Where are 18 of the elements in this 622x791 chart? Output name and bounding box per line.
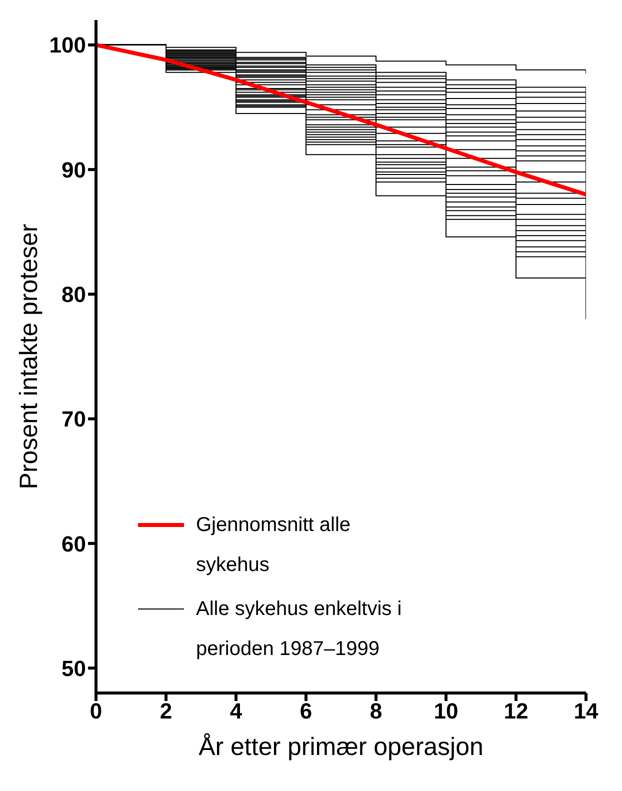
- legend-label: Gjennomsnitt alle sykehus: [196, 513, 352, 578]
- x-tick-label: 10: [434, 698, 458, 724]
- legend-label: Alle sykehus enkeltvis i perioden 1987–1999: [196, 597, 403, 662]
- y-tick-label: 60: [62, 531, 86, 556]
- x-tick-label: 6: [300, 698, 312, 724]
- x-axis-title: År etter primær operasjon: [198, 733, 484, 761]
- y-axis-title: Prosent intakte proteser: [14, 224, 43, 490]
- y-tick-label: 80: [62, 282, 86, 307]
- x-tick-label: 2: [160, 698, 172, 724]
- x-tick-label: 14: [574, 698, 599, 724]
- x-tick-label: 0: [90, 698, 102, 724]
- y-tick-label: 90: [62, 157, 86, 182]
- x-tick-label: 12: [504, 698, 528, 724]
- x-tick-label: 4: [230, 698, 243, 724]
- y-tick-label: 70: [62, 406, 86, 432]
- y-tick-label: 100: [49, 32, 86, 58]
- x-tick-label: 8: [370, 698, 382, 724]
- y-tick-label: 50: [62, 656, 86, 681]
